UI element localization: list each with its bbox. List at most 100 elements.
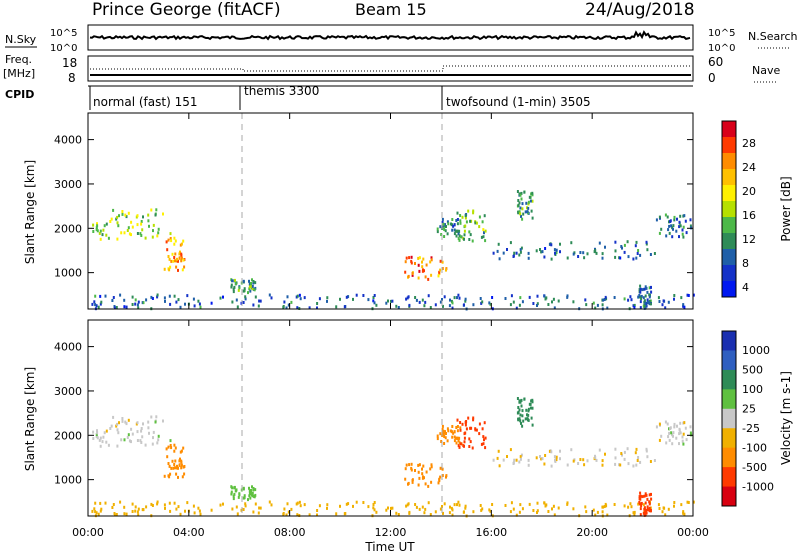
power-echo-cell (117, 224, 120, 228)
velocity-echo-cell (669, 426, 672, 430)
velocity-echo-cell (373, 501, 376, 504)
velocity-echo-cell (103, 431, 106, 435)
velocity-echo-cell (427, 484, 430, 488)
power-echo-cell (178, 256, 181, 260)
velocity-echo-cell (268, 500, 271, 504)
velocity-echo-cell (513, 458, 516, 462)
nave-trace (90, 65, 691, 72)
power-echo-cell (604, 245, 606, 249)
power-echo-cell (509, 241, 512, 245)
velocity-echo-cell (510, 501, 513, 505)
power-echo-cell (592, 301, 595, 305)
power-echo-cell (523, 190, 526, 194)
power-echo-cell (459, 219, 462, 223)
power-echo-cell (434, 303, 437, 307)
power-echo-cell (123, 298, 126, 302)
velocity-echo-cell (422, 475, 424, 479)
power-echo-cell (405, 297, 408, 301)
power-ylabel: Slant Range [km] (23, 160, 37, 264)
power-echo-cell (417, 256, 420, 260)
velocity-echo-cell (144, 443, 147, 447)
power-echo-cell (308, 306, 311, 310)
velocity-echo-cell (105, 440, 108, 444)
power-echo-cell (650, 290, 653, 294)
power-echo-cell (270, 296, 273, 300)
velocity-echo-cell (621, 453, 623, 457)
power-echo-cell (171, 252, 174, 256)
noise-right-tick-high: 10^5 (708, 28, 735, 39)
power-echo-cell (601, 256, 604, 260)
velocity-echo-cell (113, 513, 116, 517)
velocity-echo-cell (127, 418, 130, 422)
power-echo-cell (99, 237, 102, 241)
power-echo-cell (391, 299, 394, 303)
velocity-echo-cell (126, 436, 129, 439)
velocity-echo-cell (509, 448, 512, 452)
velocity-echo-cell (119, 500, 122, 504)
velocity-echo-cell (417, 463, 420, 467)
power-echo-cell (497, 242, 500, 246)
power-echo-cell (684, 219, 687, 223)
power-echo-cell (268, 293, 271, 297)
power-echo-cell (602, 298, 605, 302)
velocity-echo-cell (644, 508, 647, 512)
velocity-echo-cell (639, 507, 642, 511)
velocity-echo-cell (623, 450, 626, 454)
noise-right-label: N.Search (748, 30, 798, 43)
velocity-echo-cell (613, 503, 616, 506)
velocity-echo-cell (644, 492, 647, 496)
power-echo-cell (540, 250, 543, 254)
velocity-echo-cell (517, 406, 520, 409)
velocity-echo-cell (614, 456, 617, 460)
velocity-echo-cell (623, 504, 626, 508)
power-echo-cell (169, 237, 172, 240)
power-echo-cell (687, 294, 690, 297)
velocity-echo-cell (414, 503, 417, 506)
velocity-echo-cell (570, 448, 573, 452)
velocity-echo-cell (461, 422, 464, 426)
power-echo-cell (672, 224, 675, 228)
power-echo-cell (488, 301, 491, 305)
power-echo-cell (528, 295, 531, 299)
power-echo-cell (248, 287, 251, 291)
power-echo-cell (343, 305, 346, 309)
power-echo-cell (468, 230, 471, 234)
velocity-echo-cell (243, 494, 246, 498)
velocity-colorbar-block (722, 408, 736, 429)
velocity-echo-cell (478, 422, 481, 426)
power-echo-cell (254, 281, 257, 285)
velocity-echo-cell (682, 510, 685, 514)
power-echo-cell (673, 215, 676, 219)
power-echo-cell (249, 289, 252, 293)
velocity-echo-cell (117, 431, 120, 435)
velocity-colorbar-tick-label: 500 (742, 364, 763, 377)
power-echo-cell (247, 291, 249, 295)
power-echo-cell (411, 272, 414, 275)
power-colorbar-block (722, 217, 736, 234)
velocity-echo-cell (176, 464, 178, 468)
power-echo-cell (387, 299, 389, 303)
velocity-echo-cell (299, 504, 302, 508)
power-echo-cell (231, 300, 234, 304)
velocity-echo-cell (318, 504, 321, 508)
velocity-echo-cell (666, 422, 669, 426)
power-echo-cell (570, 241, 573, 245)
velocity-echo-cell (254, 488, 257, 492)
beam-title: Beam 15 (355, 0, 427, 19)
power-echo-cell (502, 251, 505, 255)
power-echo-cell (147, 213, 150, 217)
velocity-colorbar-label: Velocity [m s-1] (779, 371, 793, 465)
power-echo-cell (662, 299, 665, 303)
velocity-echo-cell (527, 463, 530, 467)
power-echo-cell (447, 222, 450, 226)
power-echo-cell (154, 213, 157, 217)
velocity-echo-cell (673, 501, 676, 504)
power-echo-cell (173, 294, 176, 298)
velocity-echo-cell (168, 475, 171, 479)
power-echo-cell (638, 293, 641, 297)
power-echo-cell (469, 219, 472, 223)
power-echo-cell (451, 301, 454, 305)
y-tick-label: 1000 (54, 474, 82, 487)
velocity-echo-cell (633, 510, 636, 514)
power-echo-cell (648, 293, 651, 297)
